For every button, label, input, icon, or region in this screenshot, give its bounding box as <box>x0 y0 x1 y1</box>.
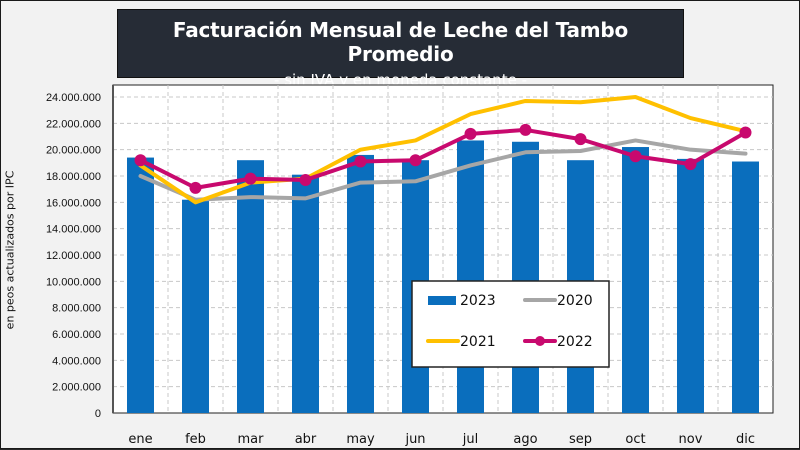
x-tick-label: mar <box>238 432 265 447</box>
marker-2022 <box>299 173 312 186</box>
title-banner: Facturación Mensual de Leche del Tambo P… <box>117 9 684 89</box>
y-axis-ticks: 0 2.000.000 4.000.000 6.000.000 8.000.000 10.… <box>46 92 101 420</box>
y-tick-label: 16.000.000 <box>46 197 101 209</box>
bars-2023 <box>127 140 759 414</box>
y-tick-label: 4.000.000 <box>52 355 101 367</box>
marker-2022 <box>409 154 422 167</box>
chart-title: Facturación Mensual de Leche del Tambo P… <box>172 18 629 66</box>
y-tick-label: 20.000.000 <box>46 145 101 157</box>
line-2022 <box>138 127 748 190</box>
bar <box>237 160 264 413</box>
marker-2022 <box>464 127 477 140</box>
bar <box>677 158 704 413</box>
x-tick-label: ago <box>513 432 537 447</box>
bar <box>347 154 374 413</box>
legend-label: 2020 <box>557 293 593 309</box>
legend: 2023 2020 2021 2022 <box>411 280 610 368</box>
line-series <box>134 95 752 205</box>
x-tick-label: may <box>346 432 375 447</box>
y-tick-label: 8.000.000 <box>52 303 101 315</box>
marker-2022 <box>739 126 752 139</box>
legend-label: 2021 <box>460 334 496 350</box>
line-2020 <box>138 138 748 202</box>
y-tick-label: 12.000.000 <box>46 250 101 262</box>
bar <box>127 157 154 413</box>
marker-2022 <box>134 154 147 167</box>
legend-marker-2022 <box>535 336 545 346</box>
bar <box>622 147 649 414</box>
y-tick-label: 0 <box>95 408 101 420</box>
x-tick-label: sep <box>569 432 592 447</box>
y-tick-label: 14.000.000 <box>46 224 101 236</box>
marker-2022 <box>574 133 587 146</box>
y-tick-label: 2.000.000 <box>52 382 101 394</box>
legend-box <box>411 280 610 368</box>
marker-2022 <box>684 158 697 171</box>
x-tick-label: abr <box>295 432 317 447</box>
y-tick-label: 10.000.000 <box>46 276 101 288</box>
x-tick-label: jun <box>404 432 425 447</box>
bar <box>457 140 484 413</box>
x-tick-label: ene <box>128 432 152 447</box>
x-tick-label: oct <box>625 432 645 447</box>
y-tick-label: 24.000.000 <box>46 92 101 104</box>
line-2021 <box>138 95 748 205</box>
marker-2022 <box>244 172 257 185</box>
marker-2022 <box>354 155 367 168</box>
x-axis-ticks: ene feb mar abr may jun jul ago sep oct nov dic <box>128 432 755 447</box>
x-tick-label: jul <box>462 432 478 447</box>
y-tick-label: 18.000.000 <box>46 171 101 183</box>
marker-2022 <box>519 123 532 136</box>
bar <box>182 199 209 413</box>
marker-2022 <box>189 181 202 194</box>
x-tick-label: nov <box>679 432 703 447</box>
marker-2022 <box>629 150 642 163</box>
x-tick-label: dic <box>736 432 755 447</box>
legend-label: 2022 <box>557 334 593 350</box>
legend-swatch-2023 <box>428 296 456 305</box>
y-tick-label: 22.000.000 <box>46 118 101 130</box>
bar <box>292 174 319 413</box>
bar <box>512 141 539 413</box>
y-tick-label: 6.000.000 <box>52 329 101 341</box>
x-tick-label: feb <box>185 432 206 447</box>
legend-label: 2023 <box>460 293 496 309</box>
bar <box>732 161 759 413</box>
